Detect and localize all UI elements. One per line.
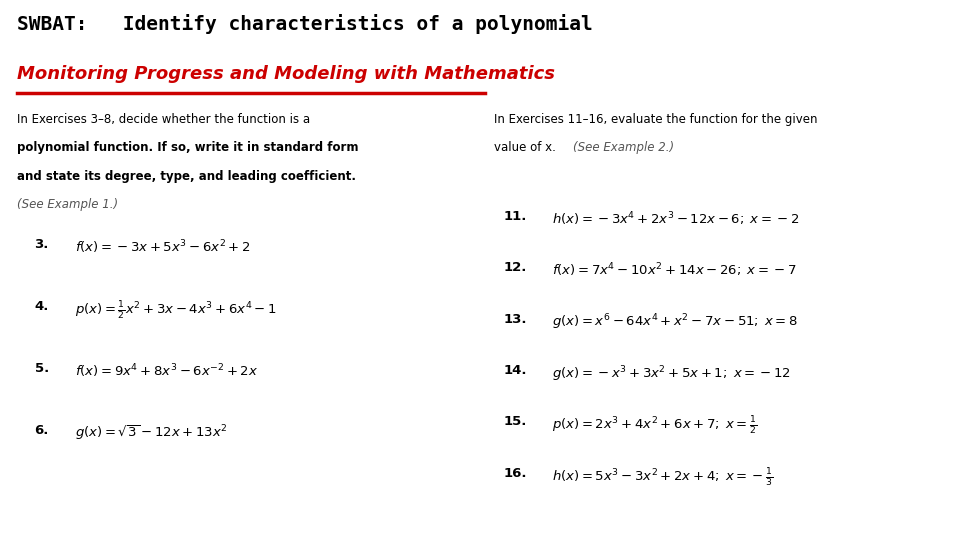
Text: 3.: 3. bbox=[35, 238, 49, 251]
Text: and state its degree, type, and leading coefficient.: and state its degree, type, and leading … bbox=[17, 170, 356, 183]
Text: (See Example 1.): (See Example 1.) bbox=[17, 198, 118, 211]
Text: $h(x) = 5x^3 - 3x^2 + 2x + 4;\; x = -\frac{1}{3}$: $h(x) = 5x^3 - 3x^2 + 2x + 4;\; x = -\fr… bbox=[552, 467, 774, 489]
Text: $g(x) = -x^3 + 3x^2 + 5x + 1;\; x = -12$: $g(x) = -x^3 + 3x^2 + 5x + 1;\; x = -12$ bbox=[552, 364, 791, 383]
Text: 12.: 12. bbox=[504, 261, 527, 274]
Text: $p(x) = \frac{1}{2}x^2 + 3x - 4x^3 + 6x^4 - 1$: $p(x) = \frac{1}{2}x^2 + 3x - 4x^3 + 6x^… bbox=[75, 300, 276, 322]
Text: 6.: 6. bbox=[35, 424, 49, 437]
Text: 4.: 4. bbox=[35, 300, 49, 313]
Text: 11.: 11. bbox=[504, 210, 527, 223]
Text: 14.: 14. bbox=[504, 364, 527, 377]
Text: 5.: 5. bbox=[35, 362, 49, 375]
Text: $g(x) = x^6 - 64x^4 + x^2 - 7x - 51;\; x = 8$: $g(x) = x^6 - 64x^4 + x^2 - 7x - 51;\; x… bbox=[552, 313, 798, 332]
Text: $g(x) = \sqrt{3} - 12x + 13x^2$: $g(x) = \sqrt{3} - 12x + 13x^2$ bbox=[75, 424, 228, 443]
Text: In Exercises 3–8, decide whether the function is a: In Exercises 3–8, decide whether the fun… bbox=[17, 113, 310, 126]
Text: $p(x) = 2x^3 + 4x^2 + 6x + 7;\; x = \frac{1}{2}$: $p(x) = 2x^3 + 4x^2 + 6x + 7;\; x = \fra… bbox=[552, 415, 757, 437]
Text: (See Example 2.): (See Example 2.) bbox=[573, 141, 674, 154]
Text: 15.: 15. bbox=[504, 415, 527, 428]
Text: Monitoring Progress and Modeling with Mathematics: Monitoring Progress and Modeling with Ma… bbox=[17, 65, 555, 83]
Text: SWBAT:   Identify characteristics of a polynomial: SWBAT: Identify characteristics of a pol… bbox=[17, 14, 593, 33]
Text: polynomial function. If so, write it in standard form: polynomial function. If so, write it in … bbox=[17, 141, 359, 154]
Text: In Exercises 11–16, evaluate the function for the given: In Exercises 11–16, evaluate the functio… bbox=[494, 113, 818, 126]
Text: $f(x) = -3x + 5x^3 - 6x^2 + 2$: $f(x) = -3x + 5x^3 - 6x^2 + 2$ bbox=[75, 238, 251, 256]
Text: 13.: 13. bbox=[504, 313, 527, 326]
Text: $f(x) = 9x^4 + 8x^3 - 6x^{-2} + 2x$: $f(x) = 9x^4 + 8x^3 - 6x^{-2} + 2x$ bbox=[75, 362, 258, 380]
Text: 16.: 16. bbox=[504, 467, 527, 480]
Text: $f(x) = 7x^4 - 10x^2 + 14x - 26;\; x = -7$: $f(x) = 7x^4 - 10x^2 + 14x - 26;\; x = -… bbox=[552, 261, 797, 279]
Text: $h(x) = -3x^4 + 2x^3 - 12x - 6;\; x = -2$: $h(x) = -3x^4 + 2x^3 - 12x - 6;\; x = -2… bbox=[552, 210, 800, 228]
Text: value of x.: value of x. bbox=[494, 141, 560, 154]
